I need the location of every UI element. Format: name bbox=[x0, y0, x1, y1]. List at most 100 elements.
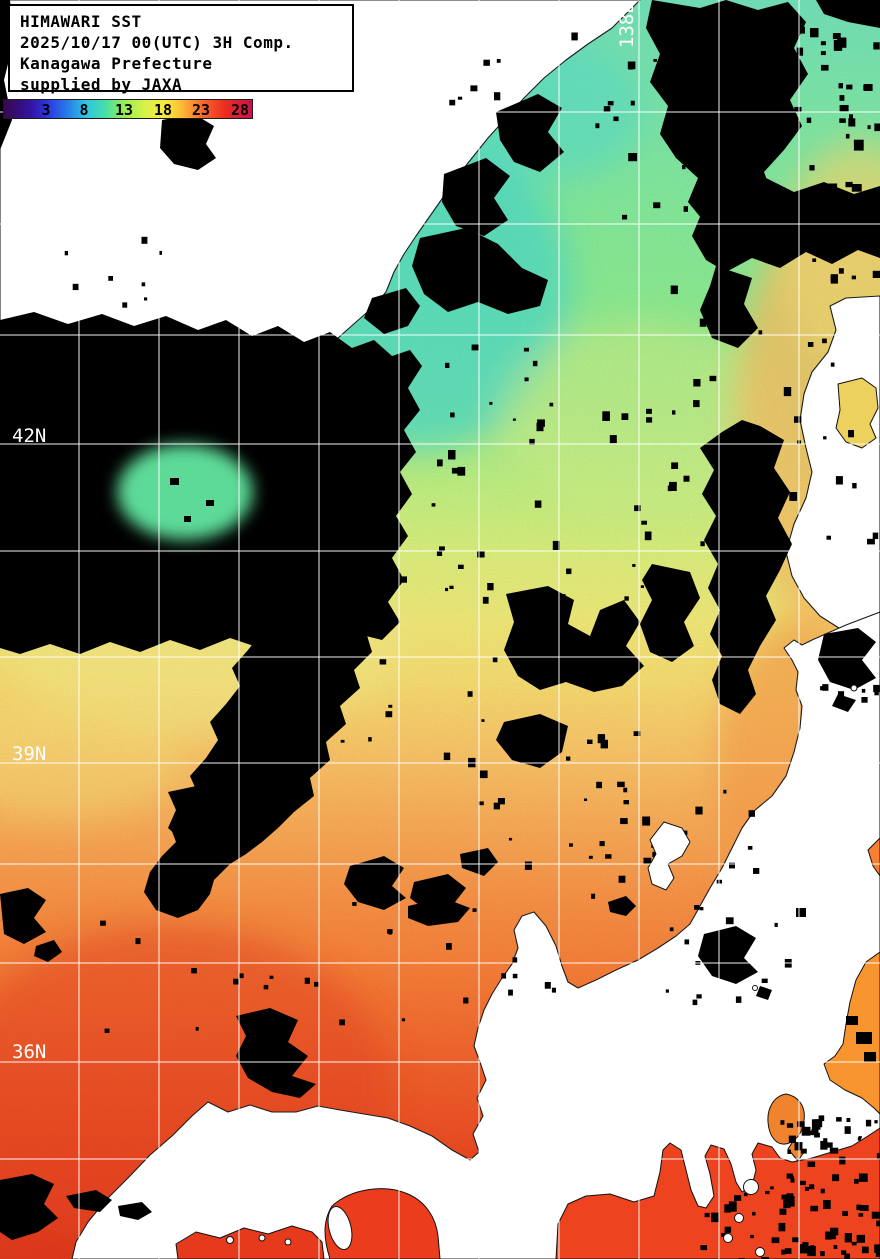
cloud-speckle bbox=[830, 276, 837, 282]
cloud-speckle bbox=[846, 84, 853, 90]
cloud-speckle bbox=[472, 908, 477, 912]
cloud-speckle bbox=[874, 123, 880, 132]
cloud-speckle bbox=[830, 1227, 839, 1236]
cloud-speckle bbox=[532, 360, 538, 367]
cloud-speckle bbox=[839, 118, 846, 123]
colorbar-tick: 18 bbox=[153, 101, 173, 119]
cloud-speckle bbox=[549, 402, 554, 407]
cloud-speckle bbox=[832, 33, 841, 40]
cloud-speckle bbox=[794, 416, 802, 423]
cloud-speckle bbox=[388, 931, 392, 935]
cloud-speckle bbox=[774, 922, 778, 927]
cloud-speckle bbox=[731, 224, 740, 233]
cloud-speckle bbox=[600, 739, 608, 749]
cloud-speckle bbox=[728, 1201, 737, 1212]
cloud-speckle bbox=[826, 535, 831, 540]
cloud-speckle bbox=[750, 232, 756, 238]
cloud-speckle bbox=[871, 1211, 880, 1219]
cloud-speckle bbox=[463, 997, 469, 1004]
colorbar-tick: 28 bbox=[230, 101, 250, 119]
cloud-speckle bbox=[436, 880, 441, 885]
cloud-speckle bbox=[833, 1245, 838, 1249]
cloud-speckle bbox=[632, 564, 636, 567]
cloud-speckle bbox=[653, 202, 661, 209]
cloud-speckle bbox=[842, 1211, 848, 1216]
cloud-speckle bbox=[597, 734, 606, 744]
cloud-speckle bbox=[449, 99, 456, 106]
cloud-speckle bbox=[754, 227, 760, 232]
cloud-speckle bbox=[431, 503, 436, 507]
cloud-speckle bbox=[641, 520, 647, 525]
cloud-speckle bbox=[844, 1126, 851, 1134]
cloud-speckle bbox=[743, 1192, 748, 1197]
cloud-speckle bbox=[873, 684, 880, 693]
grid-labels: 42N 39N 36N 138E bbox=[12, 2, 638, 1063]
cloud-speckle bbox=[822, 684, 829, 691]
cloud-speckle bbox=[752, 1211, 756, 1216]
cloud-speckle bbox=[874, 690, 879, 696]
island-inland bbox=[284, 1238, 292, 1246]
cloud-speckle bbox=[683, 206, 688, 212]
cloud-speckle bbox=[838, 83, 843, 89]
product-region: Kanagawa Prefecture bbox=[20, 54, 213, 73]
longitude-label-138e: 138E bbox=[616, 2, 638, 48]
cloud-speckle bbox=[624, 596, 629, 601]
cloud-speckle bbox=[471, 344, 479, 351]
cloud-speckle bbox=[722, 532, 727, 537]
cloud-speckle bbox=[845, 133, 850, 139]
cloud-speckle bbox=[875, 1251, 880, 1257]
cloud-speckle bbox=[849, 114, 853, 120]
cloud-speckle bbox=[141, 282, 146, 287]
island-sado bbox=[647, 821, 691, 891]
bay-tokyo bbox=[767, 1093, 805, 1145]
cloud-speckle bbox=[800, 1148, 807, 1154]
cloud-speckle bbox=[853, 139, 864, 151]
cloud-speckle bbox=[723, 789, 727, 794]
cloud-speckle bbox=[735, 996, 742, 1003]
cloud-speckle bbox=[446, 943, 452, 950]
cloud-speckle bbox=[729, 862, 735, 869]
cloud-speckle bbox=[783, 1199, 791, 1209]
cloud-speckle bbox=[523, 347, 529, 352]
cloud-speckle bbox=[867, 538, 875, 545]
cloud-speckle bbox=[873, 42, 880, 50]
cloud-speckle bbox=[501, 973, 507, 979]
cloud-speckles bbox=[64, 22, 880, 1259]
cloud-mass-northeast2 bbox=[692, 178, 880, 272]
cloud-speckle bbox=[708, 158, 715, 165]
cloud-speckle bbox=[783, 387, 792, 397]
cloud-speckle bbox=[797, 1121, 805, 1127]
island-izu bbox=[755, 1247, 765, 1257]
cloud-speckle bbox=[497, 798, 505, 805]
cloud-speckle bbox=[566, 568, 572, 575]
cloud-speckle bbox=[704, 1212, 710, 1218]
cloud-speckle bbox=[534, 500, 542, 508]
cloud-speckle bbox=[820, 51, 826, 56]
cloud-speckle bbox=[644, 531, 652, 541]
cloud-speckle bbox=[860, 1205, 869, 1211]
cloud-speckle bbox=[828, 183, 838, 192]
cloud-speckle bbox=[849, 684, 854, 688]
cloud-speckle bbox=[694, 905, 700, 910]
cloud-speckle bbox=[449, 585, 454, 589]
cloud-speckle bbox=[439, 546, 445, 552]
cloud-speckle bbox=[770, 1186, 774, 1190]
cloud-speckle bbox=[844, 1233, 852, 1243]
cloud-speckle bbox=[492, 657, 498, 663]
cloud-mass bbox=[756, 986, 772, 1000]
cloud-mass bbox=[864, 1052, 876, 1062]
cloud-speckle bbox=[742, 63, 748, 71]
cloud-speckle bbox=[339, 642, 344, 646]
cloud-speckle bbox=[823, 436, 827, 440]
cloud-speckle bbox=[861, 688, 866, 693]
bay-mutsu bbox=[835, 377, 879, 449]
cloud-speckle bbox=[559, 594, 566, 600]
cloud-speckle bbox=[524, 861, 532, 870]
cloud-speckle bbox=[628, 153, 638, 162]
cloud-speckle bbox=[765, 1190, 770, 1195]
cloud-speckle bbox=[451, 467, 459, 474]
cloud-speckle bbox=[634, 505, 641, 512]
cloud-speckle bbox=[104, 1028, 110, 1033]
